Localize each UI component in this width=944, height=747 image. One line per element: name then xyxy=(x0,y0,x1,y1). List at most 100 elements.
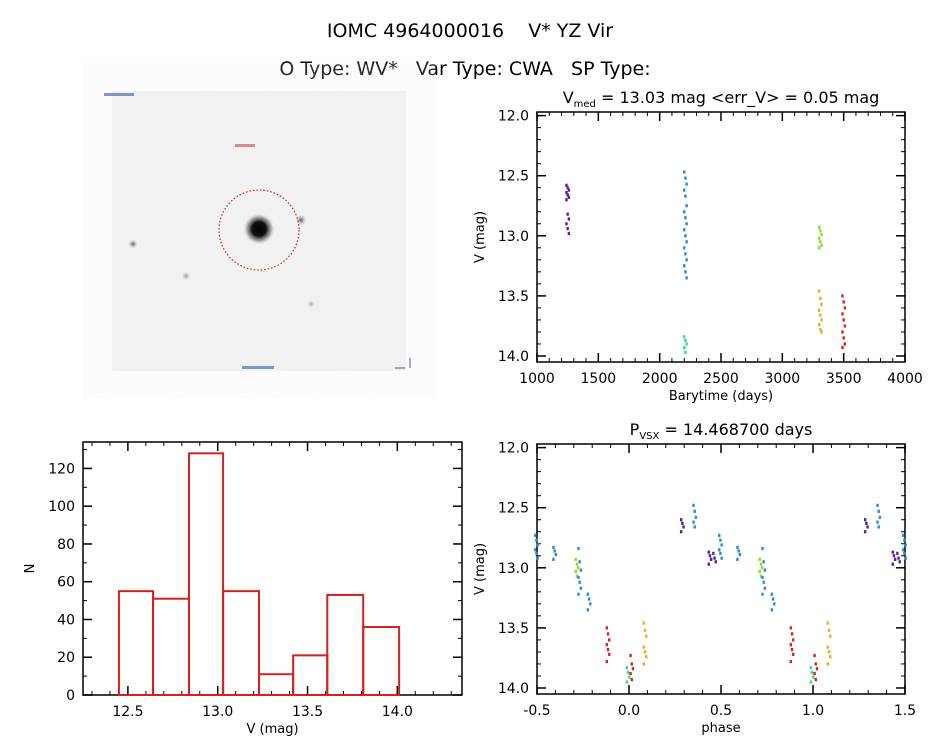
x-tick-label: 13.0 xyxy=(202,704,233,720)
data-point xyxy=(736,557,739,561)
y-tick-label: 13.0 xyxy=(498,561,529,577)
y-tick-label: 60 xyxy=(57,575,75,591)
histogram-bar xyxy=(258,673,295,696)
x-tick-label: 1.0 xyxy=(802,703,824,719)
data-point xyxy=(891,562,894,566)
phased-lightcurve-plot: -0.5 0.0 0.5 1.0 1.5 12.0 12.5 13.0 13.5 14.0 phas… xyxy=(473,420,916,736)
x-tick-label: -0.5 xyxy=(523,703,550,719)
data-point xyxy=(629,671,632,676)
data-point xyxy=(877,525,880,529)
data-point xyxy=(826,645,830,649)
data-point xyxy=(685,222,688,226)
target-star xyxy=(243,213,275,245)
data-point xyxy=(842,336,845,340)
data-point xyxy=(625,680,629,684)
data-point xyxy=(685,204,688,208)
data-point xyxy=(579,586,583,590)
y-tick-label: 14.0 xyxy=(498,681,529,697)
data-point xyxy=(553,549,556,553)
data-point xyxy=(817,308,821,312)
x-tick-label: 12.5 xyxy=(112,704,143,720)
data-point xyxy=(904,556,907,560)
data-point xyxy=(813,653,816,658)
data-point xyxy=(790,632,794,636)
plot-frame xyxy=(536,443,906,695)
data-point xyxy=(709,557,713,561)
data-point xyxy=(896,551,899,555)
data-point xyxy=(820,302,823,306)
data-point xyxy=(579,568,583,572)
data-point xyxy=(713,556,716,560)
data-point xyxy=(566,226,569,231)
y-tick-label: 80 xyxy=(57,537,75,553)
data-point xyxy=(685,258,688,262)
data-point xyxy=(685,240,688,244)
data-point xyxy=(574,569,577,574)
y-tick-label: 13.0 xyxy=(498,229,529,245)
data-point xyxy=(685,276,688,280)
y-tick-label: 120 xyxy=(48,461,75,477)
data-point xyxy=(904,543,907,547)
data-point xyxy=(567,231,571,235)
data-point xyxy=(770,608,774,612)
data-point xyxy=(841,294,844,298)
data-point xyxy=(720,556,723,560)
data-point xyxy=(719,551,722,555)
x-axis-label: Barytime (days) xyxy=(669,389,773,404)
data-point xyxy=(606,647,610,652)
data-point xyxy=(809,665,813,670)
plot-frame xyxy=(536,111,906,363)
plot-title-part: = 13.03 mag <err_V> = 0.05 mag xyxy=(596,88,879,108)
data-point xyxy=(759,574,763,578)
data-point xyxy=(626,670,630,674)
data-point xyxy=(608,638,611,642)
sky-image xyxy=(104,91,411,371)
data-point xyxy=(843,342,847,346)
histogram-bar xyxy=(152,597,190,697)
plot-title: PVSX = 14.468700 days xyxy=(630,420,813,442)
data-point xyxy=(566,212,569,216)
data-point xyxy=(575,562,579,566)
data-point xyxy=(718,548,721,552)
data-point xyxy=(694,515,698,519)
data-point xyxy=(684,194,687,198)
x-axis-label: V (mag) xyxy=(246,722,298,737)
data-point xyxy=(578,560,581,564)
data-point xyxy=(586,608,590,612)
data-point xyxy=(693,509,696,513)
x-tick-label: 1500 xyxy=(581,371,617,387)
data-point xyxy=(625,665,629,670)
data-point xyxy=(684,252,687,256)
data-point xyxy=(903,551,906,555)
data-point xyxy=(629,653,632,658)
x-tick-label: 1.5 xyxy=(894,703,916,719)
x-tick-label: 3000 xyxy=(765,371,801,387)
data-point xyxy=(827,628,831,632)
y-tick-label: 20 xyxy=(57,650,75,666)
data-point xyxy=(719,538,722,542)
data-point xyxy=(843,306,847,310)
aperture-circle xyxy=(218,189,300,271)
data-point xyxy=(577,592,580,596)
y-tick-label: 12.0 xyxy=(498,441,529,457)
data-point xyxy=(843,324,847,328)
x-tick-label: 2500 xyxy=(703,371,739,387)
data-point xyxy=(789,626,793,630)
data-point xyxy=(712,551,715,555)
x-tick-label: 13.5 xyxy=(292,704,323,720)
data-point xyxy=(817,236,821,240)
data-point xyxy=(605,643,609,647)
data-point xyxy=(630,677,633,682)
x-tick-label: 14.0 xyxy=(382,704,413,720)
data-point xyxy=(565,190,568,195)
data-point xyxy=(876,520,879,524)
plot-title: Vmed = 13.03 mag <err_V> = 0.05 mag xyxy=(563,88,880,110)
data-point xyxy=(817,246,821,250)
data-point xyxy=(707,562,710,566)
data-point xyxy=(810,670,814,674)
data-point xyxy=(826,662,830,666)
data-point xyxy=(565,198,568,202)
data-point xyxy=(792,652,795,656)
data-point xyxy=(758,569,761,574)
data-point xyxy=(642,621,646,625)
